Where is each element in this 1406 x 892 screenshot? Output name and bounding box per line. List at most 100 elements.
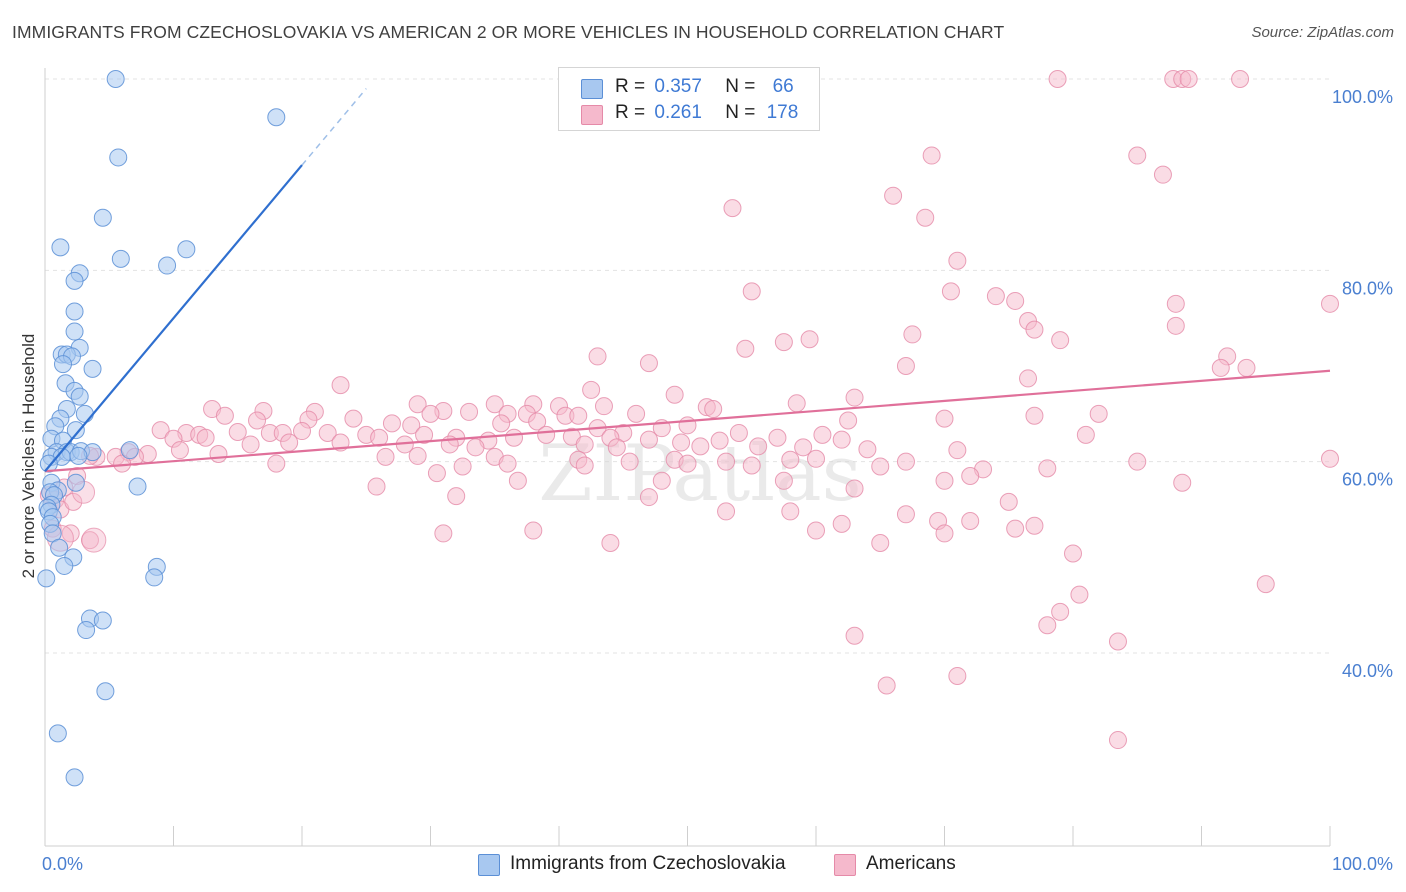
y-axis-title: 2 or more Vehicles in Household bbox=[19, 334, 38, 579]
americans-point bbox=[896, 505, 915, 524]
americans-point bbox=[408, 446, 427, 465]
americans-point bbox=[639, 354, 658, 373]
americans-point bbox=[935, 471, 954, 490]
legend-pink-r-label: R = bbox=[615, 102, 646, 123]
americans-point bbox=[871, 533, 890, 552]
americans-point bbox=[742, 282, 761, 301]
americans-point bbox=[884, 186, 903, 205]
americans-point bbox=[935, 409, 954, 428]
czechoslovakia-trend-extension bbox=[301, 88, 367, 166]
czechoslovakia-point bbox=[70, 387, 89, 406]
americans-point bbox=[723, 199, 742, 218]
americans-point bbox=[1321, 449, 1339, 468]
bottom-legend-swatch-pink bbox=[834, 854, 856, 876]
americans-point bbox=[858, 440, 877, 459]
americans-point bbox=[704, 400, 723, 419]
czechoslovakia-point bbox=[53, 355, 72, 374]
americans-point bbox=[839, 411, 858, 430]
americans-point bbox=[620, 452, 639, 471]
y-tick-label: 60.0% bbox=[1342, 470, 1393, 490]
americans-point bbox=[639, 430, 658, 449]
legend-pink-n-label: N = bbox=[725, 102, 756, 123]
americans-point bbox=[466, 438, 485, 457]
americans-point bbox=[196, 428, 215, 447]
americans-point bbox=[607, 438, 626, 457]
legend-blue-text: R = 0.357 N = 66 bbox=[615, 76, 794, 98]
legend-box: R = 0.357 N = 66 R = 0.261 N = 178 bbox=[558, 67, 820, 131]
americans-point bbox=[627, 404, 646, 423]
americans-point bbox=[1038, 616, 1057, 635]
americans-point bbox=[710, 431, 729, 450]
americans-point bbox=[1231, 70, 1250, 88]
americans-point bbox=[922, 146, 941, 165]
americans-point bbox=[935, 524, 954, 543]
americans-point bbox=[415, 425, 434, 444]
americans-point bbox=[582, 380, 601, 399]
americans-point bbox=[215, 406, 234, 425]
americans-point bbox=[1025, 320, 1044, 339]
americans-point bbox=[948, 441, 967, 460]
czechoslovakia-point bbox=[93, 611, 112, 630]
trend-lines bbox=[44, 88, 1331, 473]
americans-point bbox=[781, 502, 800, 521]
czechoslovakia-point bbox=[75, 404, 94, 423]
czechoslovakia-point bbox=[37, 569, 56, 588]
americans-point bbox=[742, 456, 761, 475]
czechoslovakia-point bbox=[55, 556, 74, 575]
americans-point bbox=[652, 471, 671, 490]
czechoslovakia-point bbox=[65, 302, 84, 321]
chart-title: IMMIGRANTS FROM CZECHOSLOVAKIA VS AMERIC… bbox=[12, 22, 1005, 42]
legend-swatch-pink bbox=[581, 105, 603, 125]
americans-point bbox=[961, 467, 980, 486]
americans-point bbox=[64, 492, 83, 511]
czechoslovakia-point bbox=[177, 240, 196, 259]
americans-point bbox=[845, 479, 864, 498]
americans-point bbox=[1179, 70, 1198, 88]
americans-point bbox=[241, 435, 260, 454]
americans-point bbox=[408, 395, 427, 414]
americans-point bbox=[508, 471, 527, 490]
americans-point bbox=[421, 404, 440, 423]
americans-point bbox=[948, 251, 967, 270]
legend-blue-n-value: 66 bbox=[772, 76, 794, 97]
americans-point bbox=[569, 406, 588, 425]
americans-trend-line bbox=[44, 369, 1331, 473]
americans-point bbox=[537, 425, 556, 444]
czechoslovakia-point bbox=[77, 621, 96, 640]
americans-point bbox=[434, 524, 453, 543]
americans-point bbox=[1064, 544, 1082, 563]
americans-point bbox=[691, 437, 710, 456]
americans-point bbox=[61, 524, 80, 543]
americans-point bbox=[601, 533, 620, 552]
americans-point bbox=[1076, 425, 1095, 444]
americans-point bbox=[678, 416, 697, 435]
y-tick-label: 80.0% bbox=[1342, 278, 1393, 298]
americans-point bbox=[1211, 358, 1230, 377]
americans-point bbox=[1153, 165, 1172, 184]
americans-point bbox=[594, 397, 613, 416]
bottom-legend-swatch-blue bbox=[478, 854, 500, 876]
americans-point bbox=[871, 457, 890, 476]
americans-point bbox=[267, 454, 286, 473]
americans-point bbox=[575, 456, 594, 475]
czechoslovakia-point bbox=[109, 148, 128, 167]
americans-point bbox=[1321, 294, 1339, 313]
czechoslovakia-point bbox=[66, 421, 85, 440]
czechoslovakia-point bbox=[48, 724, 67, 743]
americans-point bbox=[832, 430, 851, 449]
americans-point bbox=[948, 666, 967, 685]
americans-point bbox=[280, 433, 299, 452]
americans-point bbox=[318, 423, 337, 442]
czechoslovakia-point bbox=[50, 538, 69, 557]
czechoslovakia-points bbox=[37, 70, 286, 787]
americans-point bbox=[376, 447, 395, 466]
americans-point bbox=[485, 395, 504, 414]
americans-point bbox=[402, 416, 421, 435]
americans-point bbox=[228, 423, 247, 442]
americans-point bbox=[151, 421, 170, 440]
americans-point bbox=[678, 454, 697, 473]
source-label: Source: ZipAtlas.com bbox=[1251, 24, 1394, 41]
americans-point bbox=[736, 339, 755, 358]
americans-point bbox=[800, 330, 819, 349]
